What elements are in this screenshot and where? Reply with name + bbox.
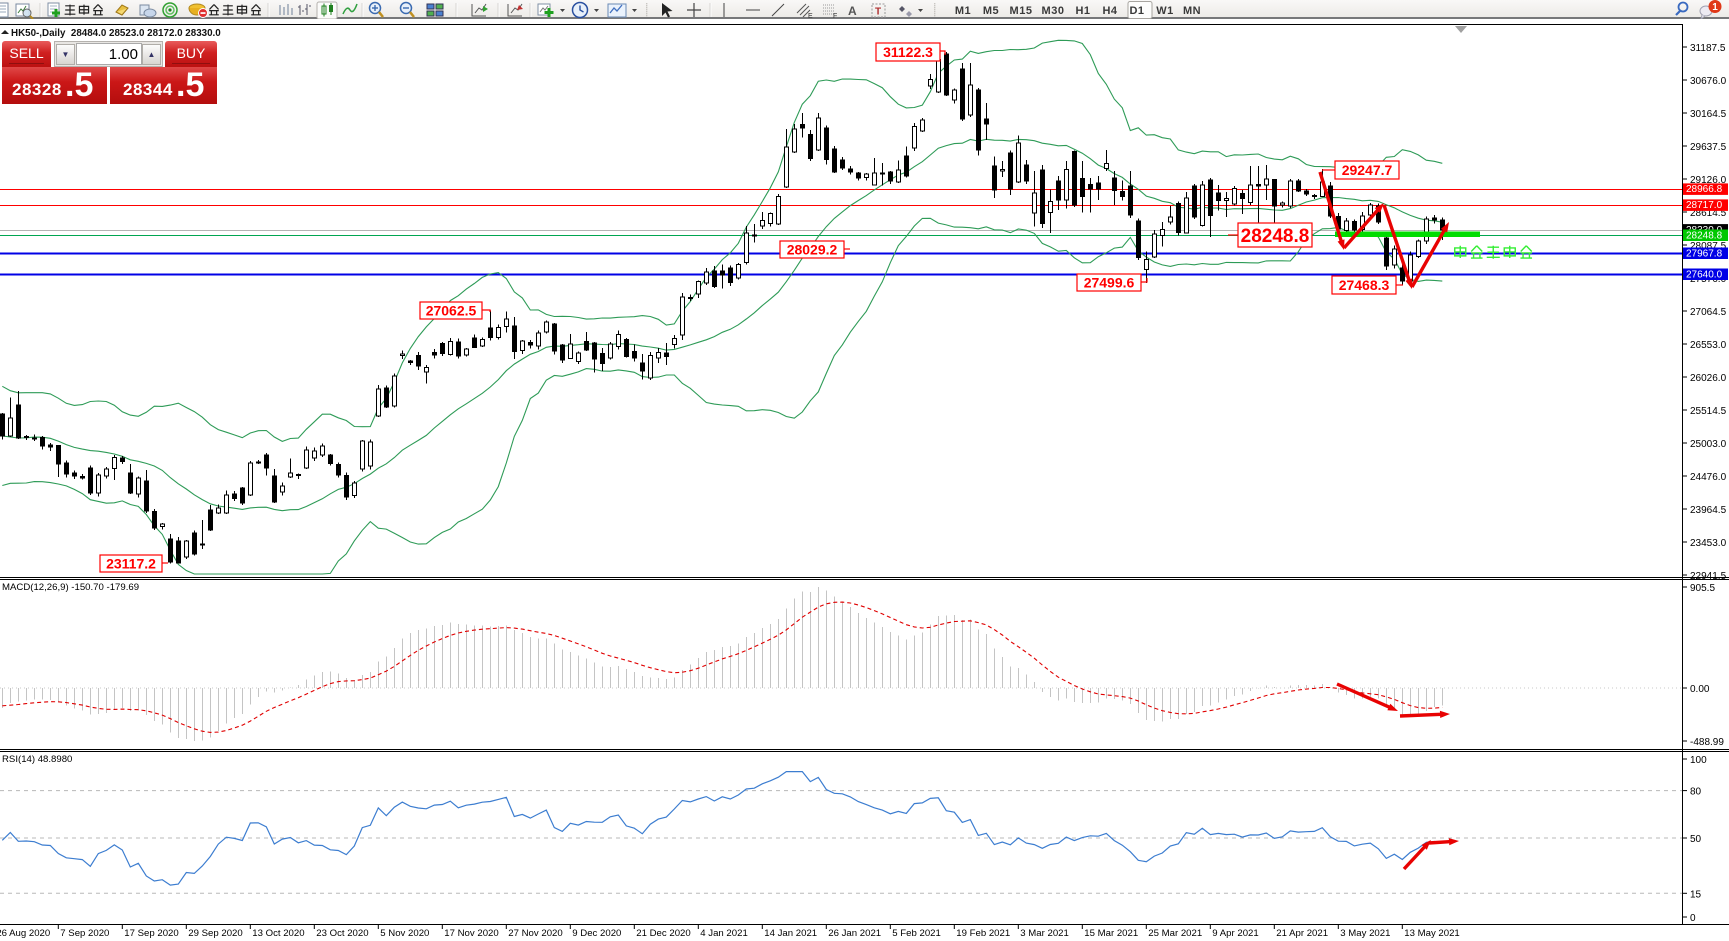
svg-text:28029.2: 28029.2 [787,242,838,258]
svg-text:MN: MN [1183,5,1201,17]
svg-text:3 May 2021: 3 May 2021 [1340,928,1390,939]
svg-text:5 Feb 2021: 5 Feb 2021 [892,928,941,939]
svg-text:50: 50 [1690,834,1702,845]
svg-text:27499.6: 27499.6 [1084,275,1135,291]
svg-text:M15: M15 [1010,5,1033,17]
svg-text:15 Mar 2021: 15 Mar 2021 [1084,928,1138,939]
svg-text:26 Aug 2020: 26 Aug 2020 [0,928,50,939]
svg-text:29247.7: 29247.7 [1342,162,1393,178]
svg-text:25003.0: 25003.0 [1690,439,1727,450]
svg-text:15: 15 [1690,889,1702,900]
svg-text:M1: M1 [955,5,971,17]
svg-text:905.5: 905.5 [1690,583,1715,594]
svg-text:3 Mar 2021: 3 Mar 2021 [1020,928,1069,939]
svg-text:24476.0: 24476.0 [1690,472,1727,483]
svg-text:27062.5: 27062.5 [426,303,477,319]
svg-text:9 Dec 2020: 9 Dec 2020 [572,928,621,939]
svg-text:21 Dec 2020: 21 Dec 2020 [636,928,690,939]
svg-text:T: T [875,7,881,18]
svg-text:17 Nov 2020: 17 Nov 2020 [444,928,498,939]
svg-text:29637.5: 29637.5 [1690,142,1727,153]
svg-text:9 Apr 2021: 9 Apr 2021 [1212,928,1258,939]
svg-text:-488.99: -488.99 [1690,737,1724,748]
svg-text:14 Jan 2021: 14 Jan 2021 [764,928,817,939]
svg-text:29 Sep 2020: 29 Sep 2020 [188,928,242,939]
svg-text:28966.8: 28966.8 [1686,184,1723,195]
svg-text:28087.5: 28087.5 [1690,241,1727,252]
svg-text:H4: H4 [1102,5,1117,17]
svg-text:13 Oct 2020: 13 Oct 2020 [252,928,304,939]
svg-text:25514.5: 25514.5 [1690,406,1727,417]
svg-text:28614.5: 28614.5 [1690,208,1727,219]
svg-text:25 Mar 2021: 25 Mar 2021 [1148,928,1202,939]
svg-text:17 Sep 2020: 17 Sep 2020 [124,928,178,939]
svg-text:RSI(14) 48.8980: RSI(14) 48.8980 [2,754,72,765]
svg-text:27064.5: 27064.5 [1690,307,1727,318]
svg-text:26 Jan 2021: 26 Jan 2021 [828,928,881,939]
svg-text:4 Jan 2021: 4 Jan 2021 [700,928,747,939]
svg-text:E: E [808,13,813,19]
svg-text:MACD(12,26,9) -150.70 -179.69: MACD(12,26,9) -150.70 -179.69 [2,582,139,593]
svg-text:D1: D1 [1129,5,1144,17]
svg-text:27468.3: 27468.3 [1339,277,1390,293]
svg-text:23964.5: 23964.5 [1690,505,1727,516]
svg-text:27 Nov 2020: 27 Nov 2020 [508,928,562,939]
svg-text:M30: M30 [1042,5,1065,17]
svg-text:A: A [848,4,857,18]
svg-text:31122.3: 31122.3 [883,44,933,60]
svg-text:H1: H1 [1075,5,1090,17]
svg-text:22941.5: 22941.5 [1690,571,1727,582]
svg-text:30164.5: 30164.5 [1690,109,1727,120]
svg-text:7 Sep 2020: 7 Sep 2020 [60,928,109,939]
svg-text:100: 100 [1690,755,1707,766]
svg-text:31187.5: 31187.5 [1690,43,1726,54]
svg-text:23453.0: 23453.0 [1690,538,1727,549]
svg-text:21 Apr 2021: 21 Apr 2021 [1276,928,1328,939]
svg-text:28717.0: 28717.0 [1686,200,1723,211]
svg-text:23117.2: 23117.2 [106,556,156,572]
svg-text:1: 1 [1712,2,1718,13]
svg-text:28248.8: 28248.8 [1241,226,1310,247]
svg-text:5 Nov 2020: 5 Nov 2020 [380,928,429,939]
svg-text:27640.0: 27640.0 [1686,269,1723,280]
svg-text:23 Oct 2020: 23 Oct 2020 [316,928,368,939]
svg-text:30676.0: 30676.0 [1690,76,1727,87]
svg-text:W1: W1 [1156,5,1174,17]
svg-text:27967.8: 27967.8 [1686,248,1723,259]
svg-text:29126.0: 29126.0 [1690,175,1727,186]
svg-text:26026.0: 26026.0 [1690,373,1727,384]
svg-text:0.00: 0.00 [1690,684,1710,695]
svg-text:13 May 2021: 13 May 2021 [1404,928,1459,939]
svg-text:26553.0: 26553.0 [1690,340,1727,351]
svg-text:F: F [833,13,837,19]
svg-text:M5: M5 [983,5,999,17]
svg-text:19 Feb 2021: 19 Feb 2021 [956,928,1010,939]
svg-text:0: 0 [1690,913,1696,924]
svg-text:28248.8: 28248.8 [1686,230,1723,241]
svg-text:80: 80 [1690,787,1702,798]
